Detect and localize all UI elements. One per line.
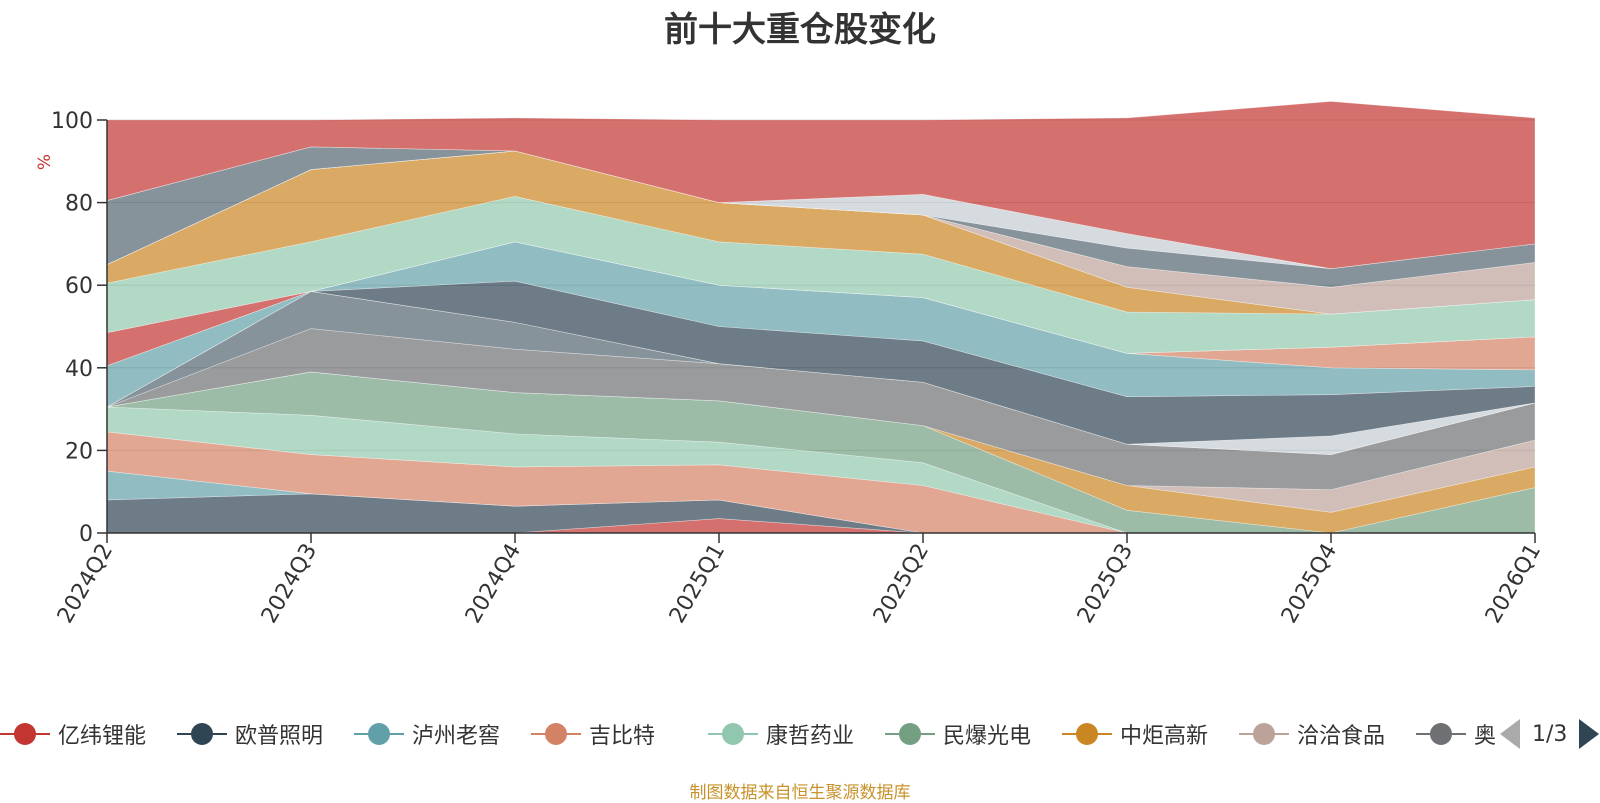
y-axis-label: % [35, 154, 55, 170]
y-tick-label: 80 [65, 192, 93, 217]
area-series-23 [106, 101, 1536, 269]
legend-marker-icon [177, 716, 227, 752]
legend-marker-icon [1062, 716, 1112, 752]
legend-pager: 1/3 [1500, 716, 1600, 752]
legend-label: 欧普照明 [235, 724, 324, 749]
x-tick-label: 2025Q4 [1277, 540, 1342, 628]
legend-label: 中炬高新 [1120, 724, 1209, 749]
area-series [106, 101, 1536, 534]
legend-item[interactable]: 民爆光电 [885, 716, 1031, 752]
x-tick-label: 2025Q2 [869, 540, 934, 628]
legend-marker-icon [708, 716, 758, 752]
y-tick-label: 20 [65, 439, 93, 464]
legend-marker-icon [531, 716, 581, 752]
x-tick-label: 2026Q1 [1481, 540, 1546, 628]
legend-label: 奥普科技 [1474, 724, 1495, 749]
legend-item[interactable]: 洽洽食品 [1239, 716, 1385, 752]
legend-label: 亿纬锂能 [58, 724, 147, 749]
legend: 亿纬锂能 欧普照明 泸州老窖 吉比特 康哲药业 民爆光电 中炬高新 洽洽食品 奥普科技 [0, 716, 1495, 752]
legend-marker-icon [0, 716, 50, 752]
x-tick-label: 2025Q3 [1073, 540, 1138, 628]
y-tick-label: 100 [51, 109, 93, 134]
y-tick-label: 60 [65, 274, 93, 299]
x-tick-label: 2025Q1 [665, 540, 730, 628]
source-note: 制图数据来自恒生聚源数据库 [689, 783, 911, 803]
legend-next-page-icon[interactable] [1579, 719, 1600, 749]
legend-item[interactable]: 奥普科技 [1416, 716, 1495, 752]
legend-item[interactable]: 欧普照明 [177, 716, 323, 752]
legend-item[interactable]: 中炬高新 [1062, 716, 1208, 752]
legend-marker-icon [885, 716, 935, 752]
legend-label: 康哲药业 [766, 724, 855, 749]
chart-title: 前十大重仓股变化 [664, 10, 936, 50]
legend-marker-icon [1239, 716, 1289, 752]
legend-prev-page-icon[interactable] [1500, 719, 1520, 749]
legend-marker-icon [354, 716, 404, 752]
y-tick-label: 0 [79, 522, 93, 547]
x-tick-label: 2024Q2 [53, 540, 118, 628]
x-tick-label: 2024Q3 [257, 540, 322, 628]
legend-label: 洽洽食品 [1297, 724, 1386, 749]
legend-marker-icon [1416, 716, 1466, 752]
legend-item[interactable]: 泸州老窖 [354, 716, 500, 752]
y-tick-label: 40 [65, 357, 93, 382]
legend-item[interactable]: 亿纬锂能 [0, 716, 146, 752]
legend-page-indicator: 1/3 [1532, 721, 1568, 747]
x-tick-label: 2024Q4 [461, 540, 526, 628]
legend-item[interactable]: 吉比特 [531, 716, 655, 752]
legend-label: 泸州老窖 [412, 724, 501, 749]
legend-label: 吉比特 [589, 724, 656, 749]
legend-item[interactable]: 康哲药业 [708, 716, 854, 752]
legend-label: 民爆光电 [943, 724, 1032, 749]
